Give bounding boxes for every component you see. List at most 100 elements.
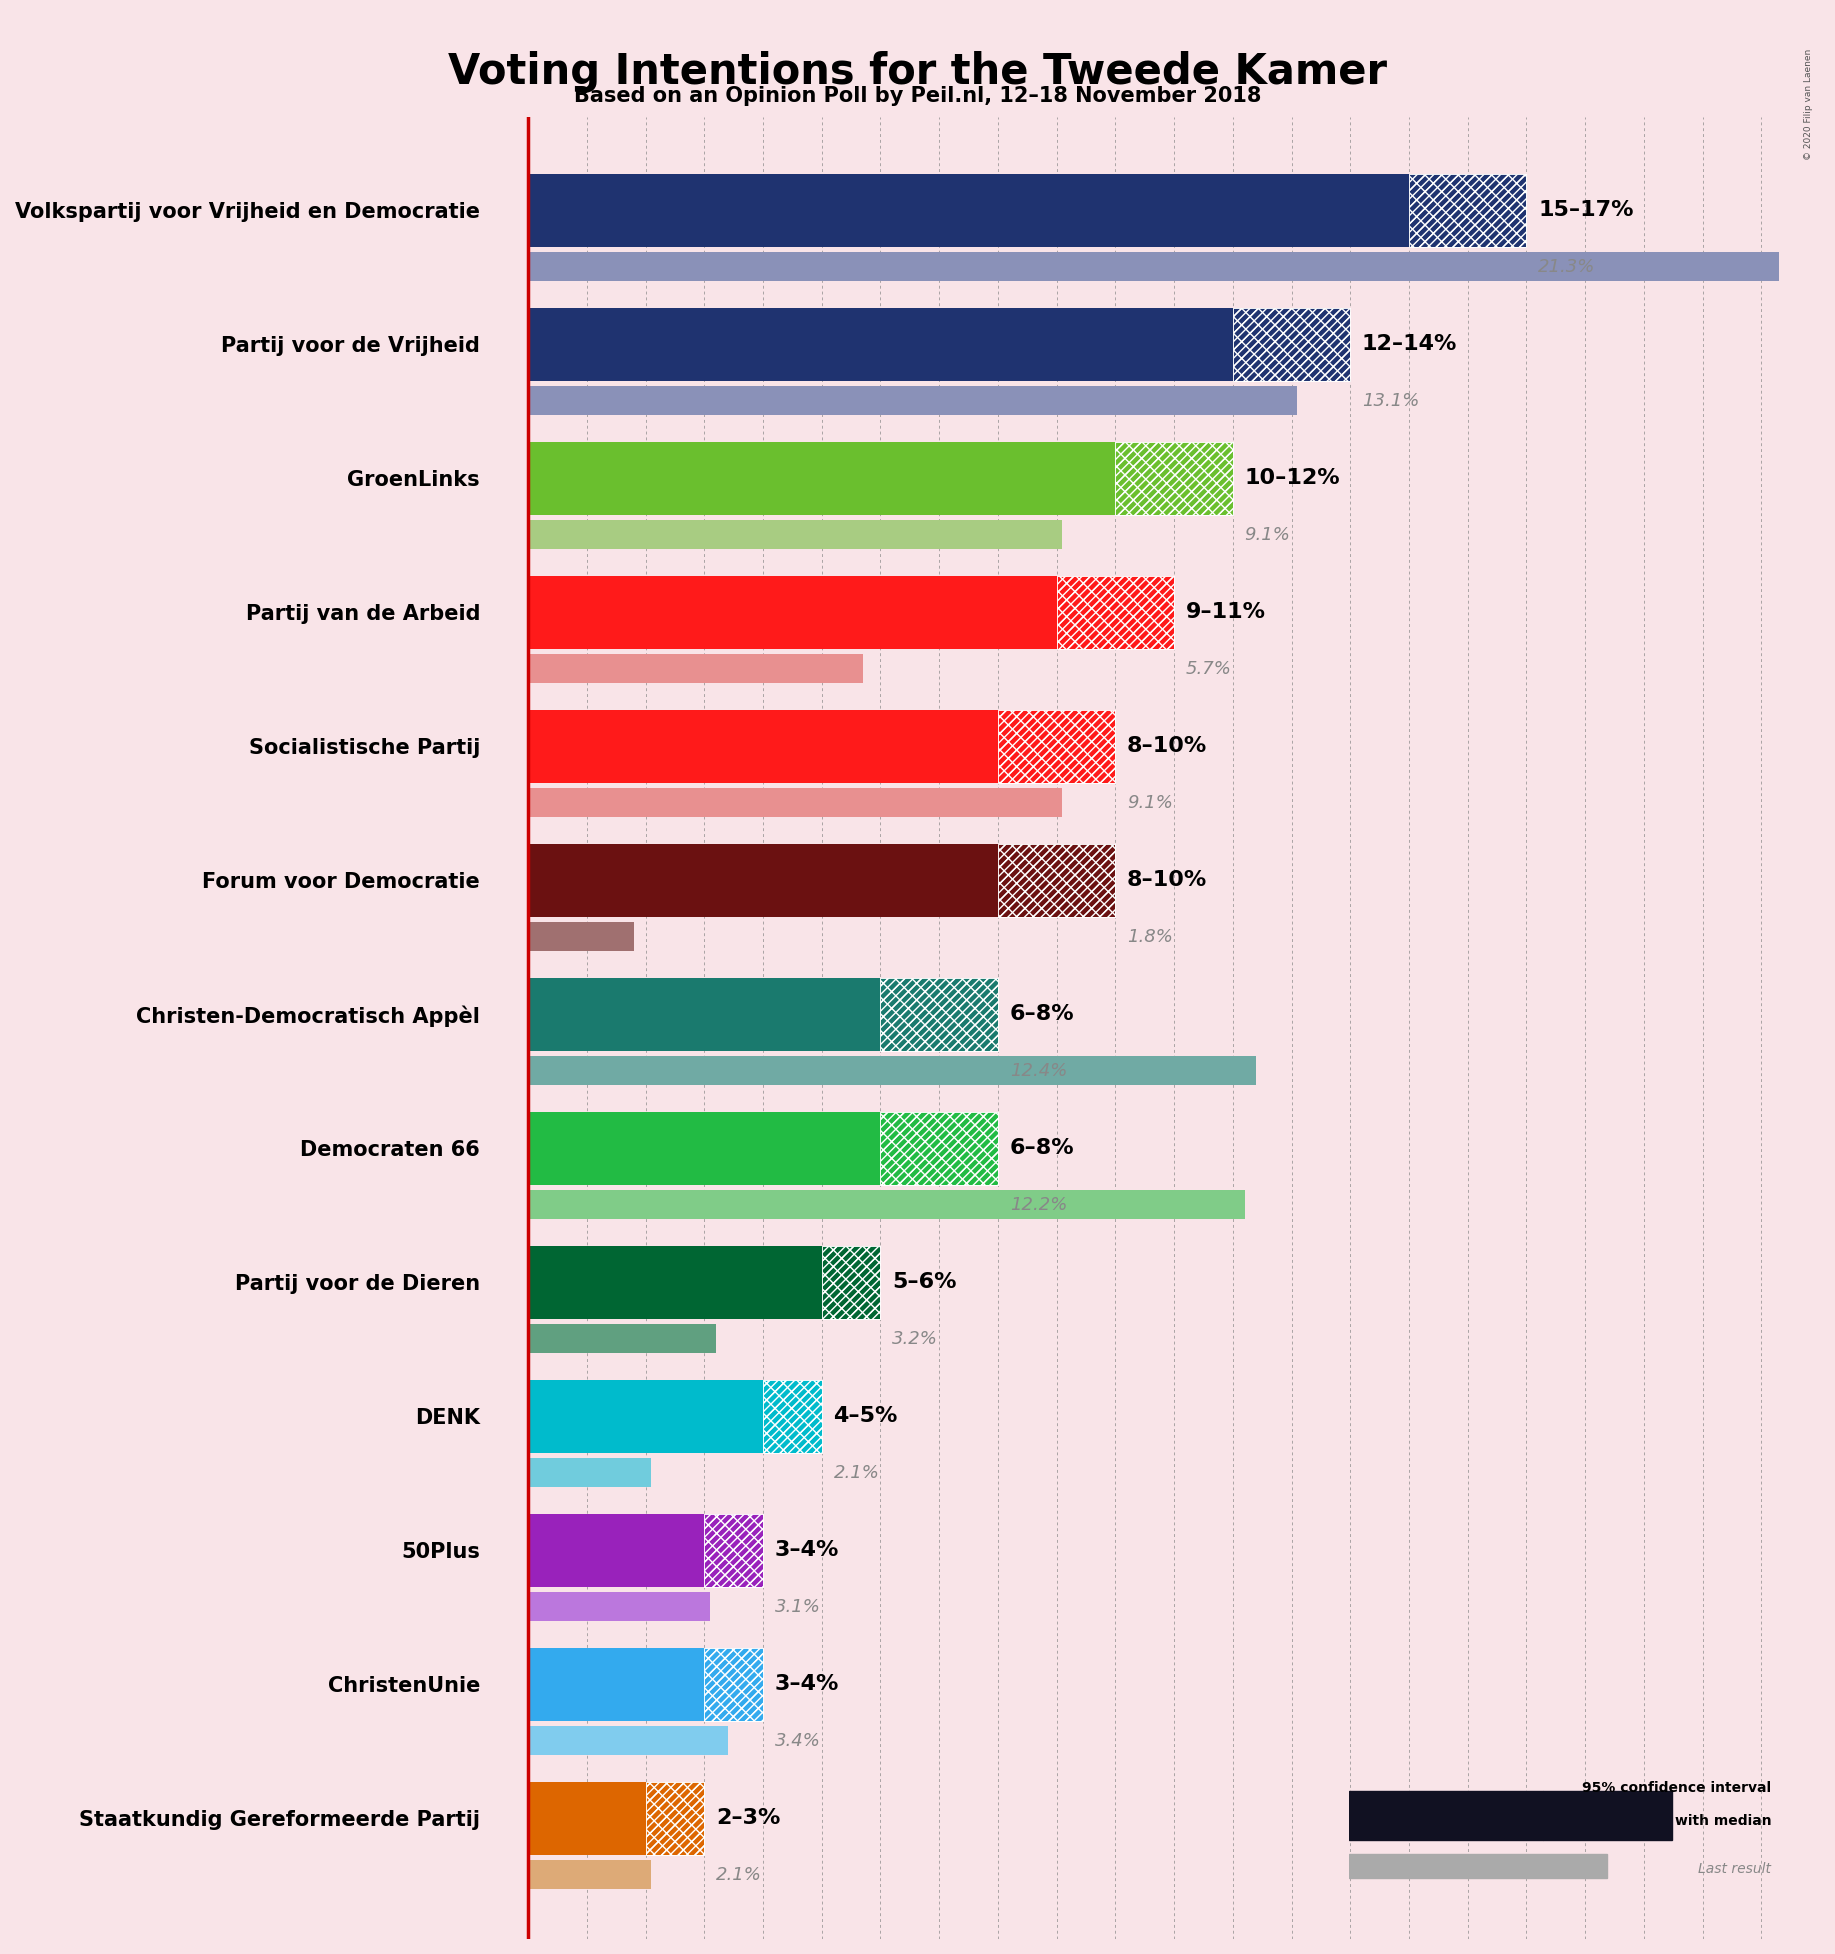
- Text: 3–4%: 3–4%: [774, 1540, 839, 1561]
- Bar: [998, 709, 1116, 784]
- Bar: [528, 977, 881, 1051]
- Text: 3.2%: 3.2%: [892, 1329, 938, 1348]
- Bar: [1057, 576, 1174, 649]
- Text: 12.4%: 12.4%: [1009, 1061, 1066, 1081]
- Text: 8–10%: 8–10%: [1127, 870, 1207, 891]
- Bar: [528, 252, 1778, 281]
- Bar: [1543, 1790, 1672, 1841]
- Bar: [998, 844, 1116, 916]
- Text: 1.8%: 1.8%: [1127, 928, 1173, 946]
- Bar: [528, 1190, 1244, 1219]
- Bar: [528, 844, 998, 916]
- Bar: [528, 1860, 651, 1890]
- Bar: [528, 520, 1062, 549]
- Bar: [998, 844, 1116, 916]
- Text: 21.3%: 21.3%: [1538, 258, 1595, 276]
- Bar: [1057, 576, 1174, 649]
- Bar: [822, 1245, 881, 1319]
- Text: © 2020 Filip van Laenen: © 2020 Filip van Laenen: [1804, 49, 1813, 160]
- Bar: [1116, 442, 1233, 516]
- Bar: [1349, 1854, 1607, 1878]
- Text: 2.1%: 2.1%: [833, 1464, 879, 1481]
- Bar: [528, 1112, 881, 1186]
- Bar: [1233, 307, 1351, 381]
- Bar: [528, 655, 862, 684]
- Text: Voting Intentions for the Tweede Kamer: Voting Intentions for the Tweede Kamer: [448, 51, 1387, 92]
- Bar: [528, 1245, 822, 1319]
- Text: 2–3%: 2–3%: [716, 1807, 780, 1829]
- Text: 3–4%: 3–4%: [774, 1675, 839, 1694]
- Bar: [1233, 307, 1351, 381]
- Bar: [1409, 174, 1527, 248]
- Bar: [763, 1380, 822, 1454]
- Bar: [528, 1380, 763, 1454]
- Text: Last result: Last result: [1699, 1862, 1771, 1876]
- Text: Based on an Opinion Poll by Peil.nl, 12–18 November 2018: Based on an Opinion Poll by Peil.nl, 12–…: [574, 86, 1261, 106]
- Text: 4–5%: 4–5%: [833, 1407, 897, 1426]
- Bar: [528, 1782, 646, 1854]
- Bar: [528, 1325, 716, 1354]
- Bar: [1116, 442, 1233, 516]
- Bar: [646, 1782, 705, 1854]
- Text: 9–11%: 9–11%: [1185, 602, 1266, 623]
- Bar: [822, 1245, 881, 1319]
- Text: 95% confidence interval: 95% confidence interval: [1582, 1780, 1771, 1796]
- Bar: [528, 787, 1062, 817]
- Bar: [528, 1647, 705, 1721]
- Bar: [822, 1245, 881, 1319]
- Text: 9.1%: 9.1%: [1244, 526, 1290, 543]
- Bar: [763, 1380, 822, 1454]
- Bar: [998, 709, 1116, 784]
- Text: 13.1%: 13.1%: [1362, 391, 1418, 410]
- Bar: [998, 844, 1116, 916]
- Bar: [1057, 576, 1174, 649]
- Bar: [705, 1647, 763, 1721]
- Bar: [705, 1647, 763, 1721]
- Bar: [998, 709, 1116, 784]
- Bar: [528, 174, 1409, 248]
- Text: 10–12%: 10–12%: [1244, 469, 1340, 488]
- Bar: [705, 1514, 763, 1587]
- Bar: [528, 1055, 1257, 1084]
- Text: 15–17%: 15–17%: [1538, 201, 1633, 221]
- Bar: [528, 922, 633, 952]
- Bar: [881, 1112, 998, 1186]
- Text: 12–14%: 12–14%: [1362, 334, 1457, 354]
- Bar: [1116, 442, 1233, 516]
- Bar: [705, 1514, 763, 1587]
- Bar: [528, 576, 1057, 649]
- Bar: [763, 1380, 822, 1454]
- Text: 5–6%: 5–6%: [892, 1272, 956, 1292]
- Text: 9.1%: 9.1%: [1127, 793, 1173, 811]
- Bar: [528, 1725, 728, 1755]
- Bar: [881, 977, 998, 1051]
- Bar: [646, 1782, 705, 1854]
- Bar: [646, 1782, 705, 1854]
- Text: 6–8%: 6–8%: [1009, 1139, 1073, 1159]
- Bar: [528, 442, 1116, 516]
- Text: 3.4%: 3.4%: [774, 1731, 820, 1749]
- Text: 3.1%: 3.1%: [774, 1598, 820, 1616]
- Bar: [881, 1112, 998, 1186]
- Bar: [881, 977, 998, 1051]
- Bar: [705, 1647, 763, 1721]
- Text: 2.1%: 2.1%: [716, 1866, 762, 1884]
- Bar: [1543, 1790, 1672, 1841]
- Bar: [881, 1112, 998, 1186]
- Bar: [881, 977, 998, 1051]
- Bar: [528, 709, 998, 784]
- Bar: [528, 307, 1233, 381]
- Text: 6–8%: 6–8%: [1009, 1004, 1073, 1024]
- Bar: [528, 387, 1297, 416]
- Bar: [528, 1593, 710, 1622]
- Bar: [1233, 307, 1351, 381]
- Text: 12.2%: 12.2%: [1009, 1196, 1066, 1213]
- Bar: [528, 1458, 651, 1487]
- Bar: [1349, 1790, 1543, 1841]
- Bar: [1409, 174, 1527, 248]
- Text: 5.7%: 5.7%: [1185, 660, 1231, 678]
- Bar: [705, 1514, 763, 1587]
- Bar: [1409, 174, 1527, 248]
- Bar: [528, 1514, 705, 1587]
- Text: 8–10%: 8–10%: [1127, 737, 1207, 756]
